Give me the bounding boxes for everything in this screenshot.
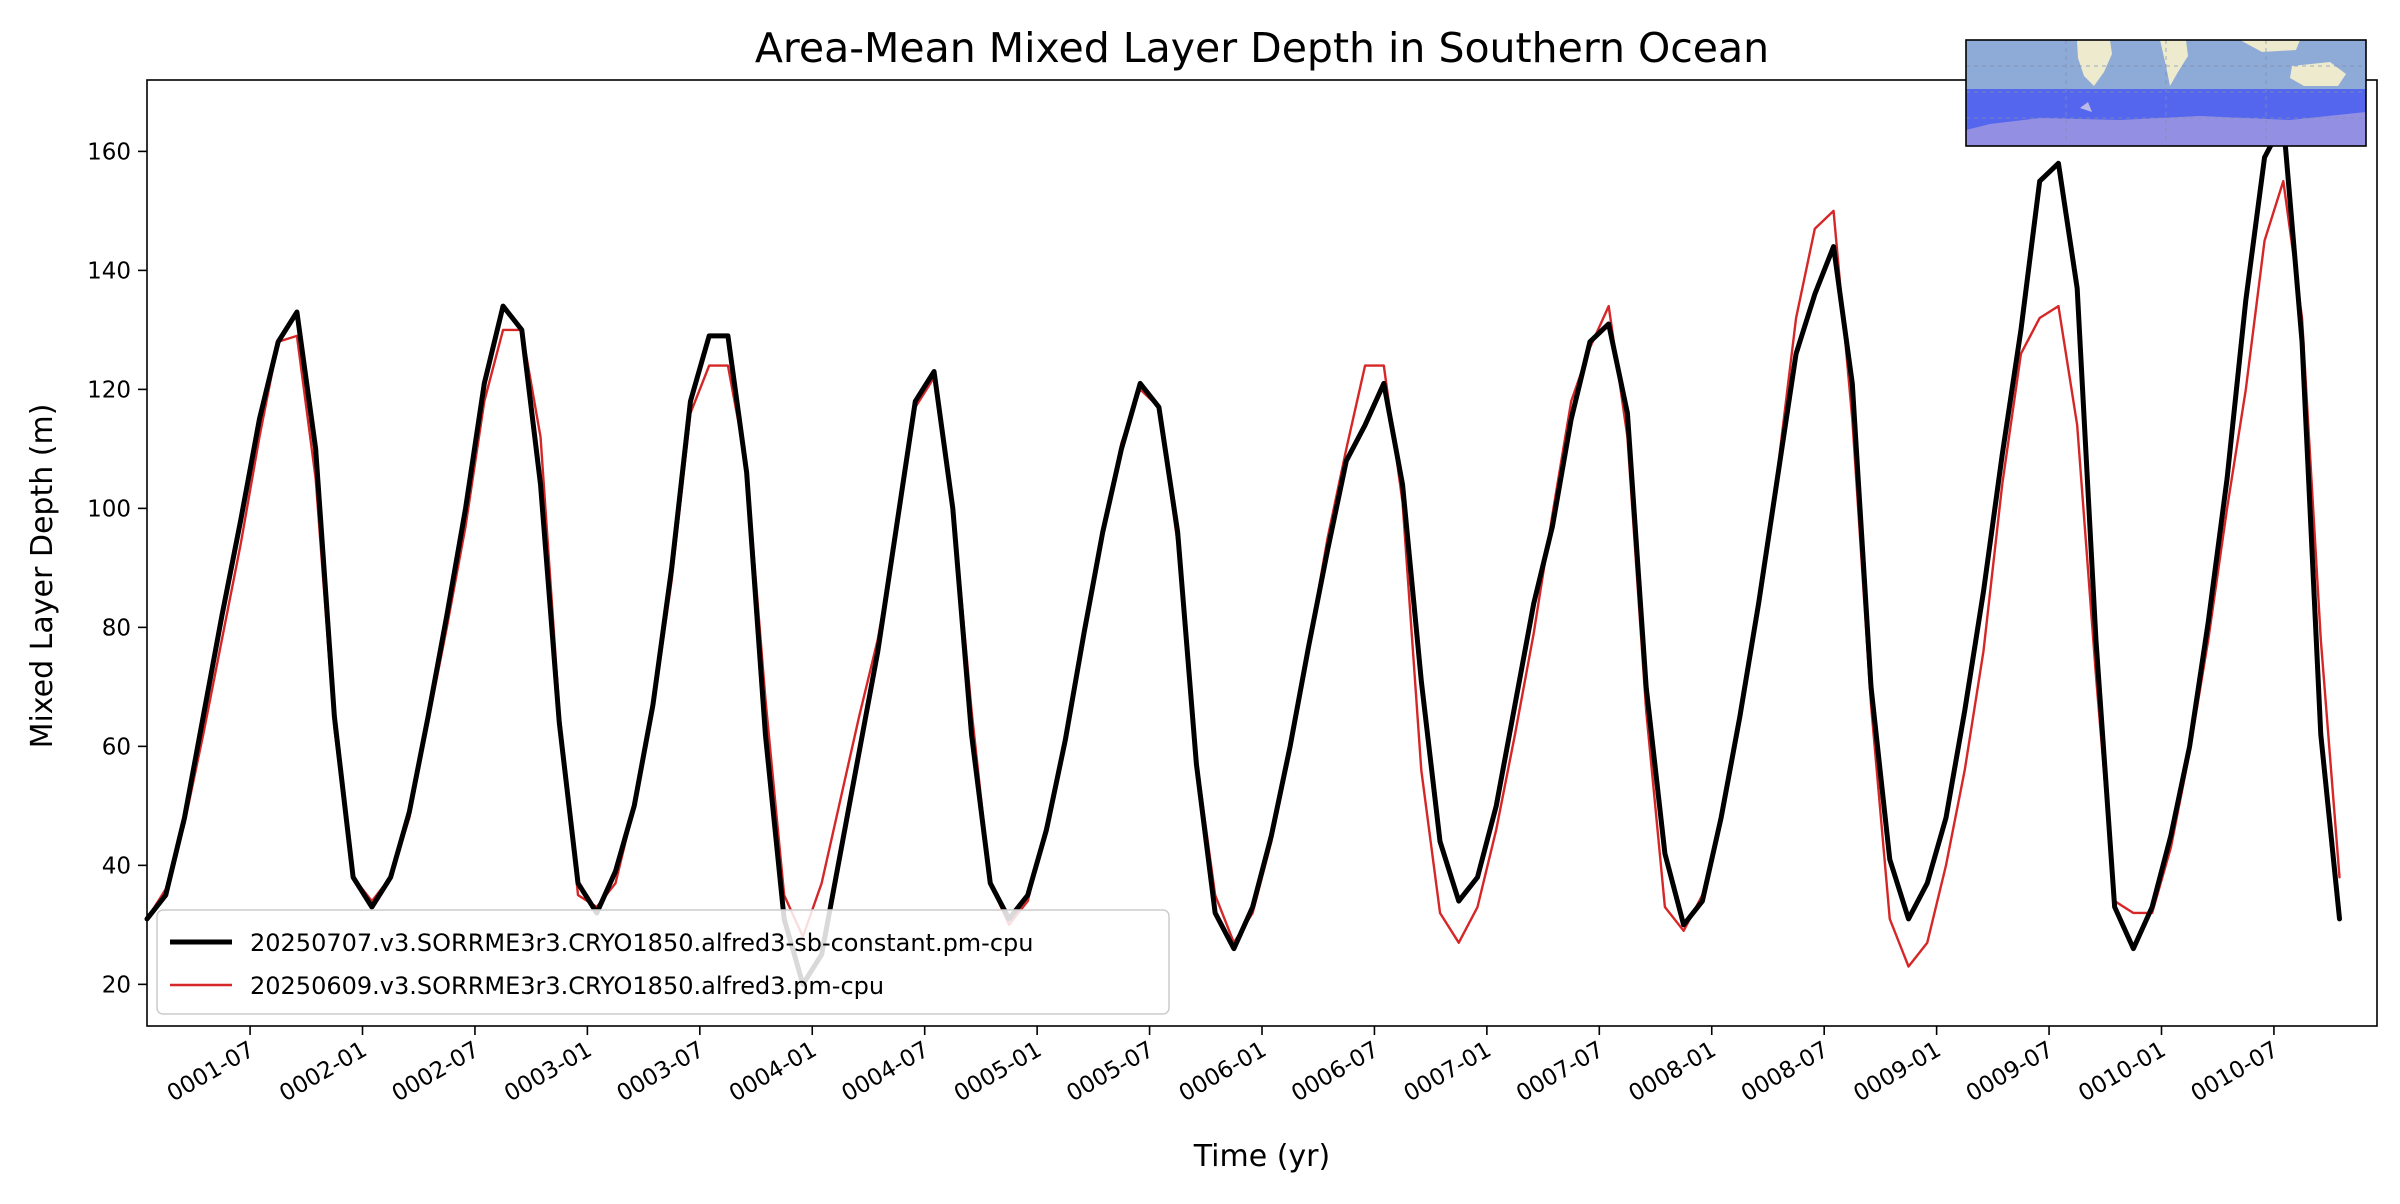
- y-tick-label: 100: [87, 496, 131, 522]
- chart-title: Area-Mean Mixed Layer Depth in Southern …: [755, 24, 1769, 72]
- x-tick-label: 0004-07: [837, 1037, 933, 1108]
- x-tick-label: 0010-07: [2187, 1037, 2283, 1108]
- x-tick-label: 0006-07: [1287, 1037, 1383, 1108]
- x-tick-label: 0009-07: [1962, 1037, 2058, 1108]
- series-layer: [144, 119, 2343, 987]
- x-tick-label: 0007-01: [1400, 1037, 1496, 1108]
- x-tick-label: 0002-01: [275, 1037, 371, 1108]
- y-tick-label: 120: [87, 377, 131, 403]
- y-tick-label: 60: [102, 734, 131, 760]
- x-axis-label: Time (yr): [1193, 1139, 1330, 1174]
- x-tick-label: 0005-01: [950, 1037, 1046, 1108]
- y-axis-label: Mixed Layer Depth (m): [25, 404, 60, 749]
- x-tick-label: 0003-07: [613, 1037, 709, 1108]
- legend-label-series-1: 20250707.v3.SORRME3r3.CRYO1850.alfred3-s…: [250, 929, 1033, 957]
- legend: 20250707.v3.SORRME3r3.CRYO1850.alfred3-s…: [156, 909, 1170, 1015]
- southern-ocean-map-inset: [1965, 39, 2367, 147]
- x-tick-label: 0010-01: [2074, 1037, 2170, 1108]
- plot-frame: [146, 79, 2378, 1027]
- x-tick-label: 0006-01: [1175, 1037, 1271, 1108]
- y-tick-label: 40: [102, 853, 131, 879]
- x-tick-label: 0002-07: [388, 1037, 484, 1108]
- series-line-1: [144, 119, 2343, 987]
- x-tick-label: 0008-07: [1737, 1037, 1833, 1108]
- x-tick-label: 0008-01: [1625, 1037, 1721, 1108]
- x-tick-label: 0007-07: [1512, 1037, 1608, 1108]
- x-tick-label: 0009-01: [1849, 1037, 1945, 1108]
- x-tick-label: 0001-07: [163, 1037, 259, 1108]
- legend-label-series-2: 20250609.v3.SORRME3r3.CRYO1850.alfred3.p…: [250, 972, 884, 1000]
- x-tick-label: 0005-07: [1062, 1037, 1158, 1108]
- y-tick-label: 160: [87, 139, 131, 165]
- y-tick-label: 20: [102, 972, 131, 998]
- y-tick-label: 140: [87, 258, 131, 284]
- legend-box: [156, 909, 1170, 1015]
- y-tick-label: 80: [102, 615, 131, 641]
- series-line-2: [145, 179, 2341, 968]
- x-tick-label: 0003-01: [500, 1037, 596, 1108]
- x-tick-label: 0004-01: [725, 1037, 821, 1108]
